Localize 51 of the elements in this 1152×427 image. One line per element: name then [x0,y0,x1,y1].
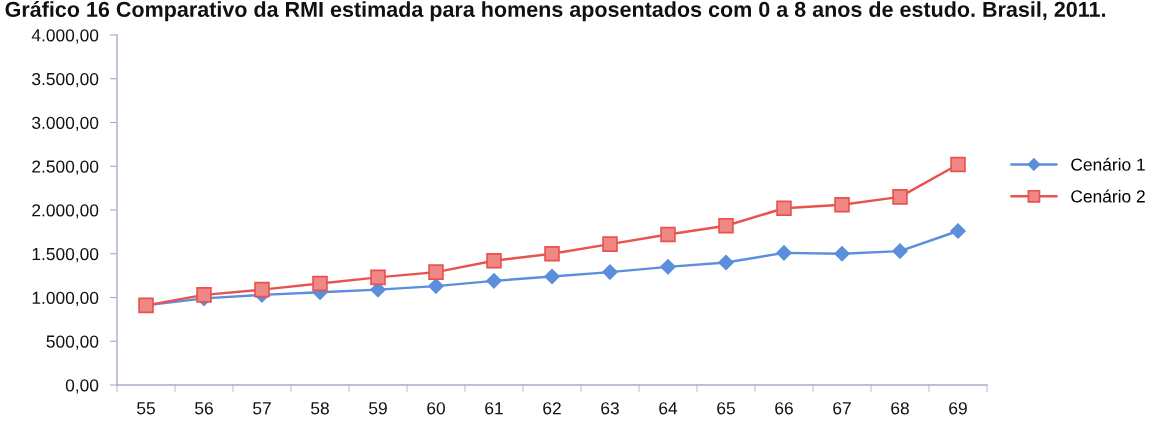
x-tick-label: 56 [195,402,213,415]
point [370,269,386,286]
x-tick-label: 68 [891,402,909,415]
legend-label: Cenário 1 [1071,157,1145,171]
y-tick-label: 500,00 [46,335,99,350]
point [660,259,676,275]
point [602,236,618,252]
point [486,252,502,269]
y-tick-label: 1.500,00 [32,247,99,263]
x-tick-label: 66 [775,402,793,415]
point [254,281,270,298]
x-tick-label: 62 [543,402,561,415]
point [718,254,734,271]
x-tick-label: 61 [485,402,503,415]
point [544,268,560,285]
point [834,246,850,262]
x-tick-label: 55 [137,402,155,415]
chart-title: Gráfico 16 Comparativo da RMI estimada para homens aposentados com 0 a 8 anos de estudo. Brasil, 2011. [5,1,1106,22]
x-tick-label: 63 [601,402,619,415]
y-tick-label: 3.000,00 [32,116,99,132]
point [312,275,328,292]
y-tick-label: 2.500,00 [32,160,99,175]
point [428,264,444,280]
point [428,278,444,294]
point [892,189,908,205]
point [544,245,560,262]
point [892,243,908,259]
point [602,264,618,280]
x-tick-label: 69 [949,402,967,415]
x-tick-label: 58 [311,402,329,415]
point [950,156,966,173]
point [950,223,966,239]
point [660,226,676,243]
point [486,273,502,289]
x-tick-label: 59 [369,402,387,415]
point [196,287,212,303]
point [776,200,792,217]
point [718,217,734,234]
x-tick-label: 67 [833,402,851,415]
point [834,196,850,213]
x-tick-label: 57 [253,402,271,415]
x-tick-label: 65 [717,402,735,415]
x-tick-label: 60 [427,402,445,415]
y-tick-label: 3.500,00 [32,72,99,88]
y-tick-label: 4.000,00 [31,29,99,44]
legend-label: Cenário 2 [1071,189,1145,203]
point [776,245,792,261]
y-tick-label: 1.000,00 [32,291,99,307]
y-tick-label: 2.000,00 [32,204,99,219]
x-tick-label: 64 [659,402,678,415]
y-tick-label: 0,00 [65,379,99,394]
